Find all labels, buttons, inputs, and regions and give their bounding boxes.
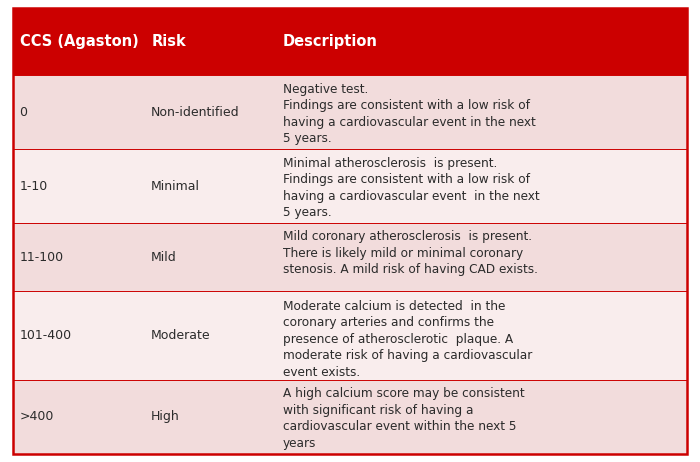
- Text: High: High: [151, 410, 180, 423]
- Text: 101-400: 101-400: [20, 328, 71, 341]
- Text: CCS (Agaston): CCS (Agaston): [20, 34, 139, 49]
- Text: Moderate calcium is detected  in the
coronary arteries and confirms the
presence: Moderate calcium is detected in the coro…: [283, 299, 532, 378]
- Bar: [13, 75, 687, 150]
- Text: Negative test.
Findings are consistent with a low risk of
having a cardiovascula: Negative test. Findings are consistent w…: [283, 83, 536, 146]
- Text: 0: 0: [20, 106, 27, 119]
- Text: Mild: Mild: [151, 250, 177, 263]
- Text: Moderate: Moderate: [151, 328, 211, 341]
- Bar: [13, 8, 687, 75]
- Text: Non-identified: Non-identified: [151, 106, 240, 119]
- Text: Risk: Risk: [151, 34, 186, 49]
- Bar: [13, 224, 687, 291]
- Text: Description: Description: [283, 34, 377, 49]
- Bar: [13, 380, 687, 454]
- Bar: [13, 291, 687, 380]
- Bar: [13, 150, 687, 224]
- Text: Minimal: Minimal: [151, 180, 200, 193]
- Text: >400: >400: [20, 410, 54, 423]
- Text: Minimal atherosclerosis  is present.
Findings are consistent with a low risk of
: Minimal atherosclerosis is present. Find…: [283, 157, 540, 219]
- Text: A high calcium score may be consistent
with significant risk of having a
cardiov: A high calcium score may be consistent w…: [283, 387, 524, 450]
- Text: Mild coronary atherosclerosis  is present.
There is likely mild or minimal coron: Mild coronary atherosclerosis is present…: [283, 230, 538, 276]
- Text: 11-100: 11-100: [20, 250, 64, 263]
- Text: 1-10: 1-10: [20, 180, 48, 193]
